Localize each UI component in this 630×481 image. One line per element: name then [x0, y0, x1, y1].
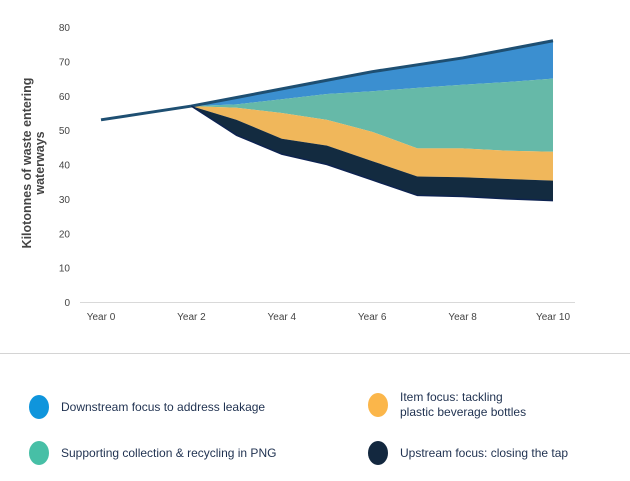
area-band-3	[191, 106, 553, 201]
legend-dot-blue-icon	[29, 395, 49, 419]
total-line	[100, 39, 554, 122]
x-tick-label: Year 2	[177, 312, 206, 323]
legend-item-upstream: Upstream focus: closing the tap	[368, 441, 568, 465]
x-tick-label: Year 6	[358, 312, 387, 323]
y-tick-label: 40	[59, 161, 71, 172]
y-tick-label: 20	[59, 229, 71, 240]
area-band-1	[191, 78, 553, 152]
legend-dot-yellow-icon	[368, 393, 388, 417]
x-tick-label: Year 10	[536, 312, 571, 323]
legend-label: Item focus: tackling plastic beverage bot…	[400, 390, 527, 419]
x-tick-label: Year 0	[87, 312, 116, 323]
divider	[0, 353, 630, 354]
y-tick-label: 0	[64, 298, 70, 309]
y-tick-label: 80	[59, 23, 71, 34]
y-tick-label: 60	[59, 92, 71, 103]
y-tick-label: 10	[59, 264, 71, 275]
y-tick-label: 70	[59, 57, 71, 68]
y-tick-label: 50	[59, 126, 71, 137]
legend-label: Upstream focus: closing the tap	[400, 445, 569, 460]
legend-dot-teal-icon	[29, 441, 49, 465]
lower-edge-line	[190, 105, 554, 202]
legend-label: Supporting collection & recycling in PNG	[61, 445, 277, 460]
area-band-2	[191, 106, 553, 181]
legend-item-collection: Supporting collection & recycling in PNG	[29, 441, 276, 465]
legend-dot-navy-icon	[368, 441, 388, 465]
legend-label: Downstream focus to address leakage	[61, 399, 266, 414]
legend-item-downstream: Downstream focus to address leakage	[29, 395, 265, 419]
x-tick-label: Year 8	[448, 312, 477, 323]
area-chart: 0 10 20 30 40 50 60 70 80 Year 0 Year 2 Year 4 Year …	[59, 23, 575, 323]
x-tick-label: Year 4	[268, 312, 297, 323]
legend-item-item-focus: Item focus: tackling plastic beverage bot…	[368, 390, 526, 420]
y-tick-label: 30	[59, 195, 71, 206]
y-axis-label: Kilotonnes of waste entering waterways	[20, 77, 47, 249]
